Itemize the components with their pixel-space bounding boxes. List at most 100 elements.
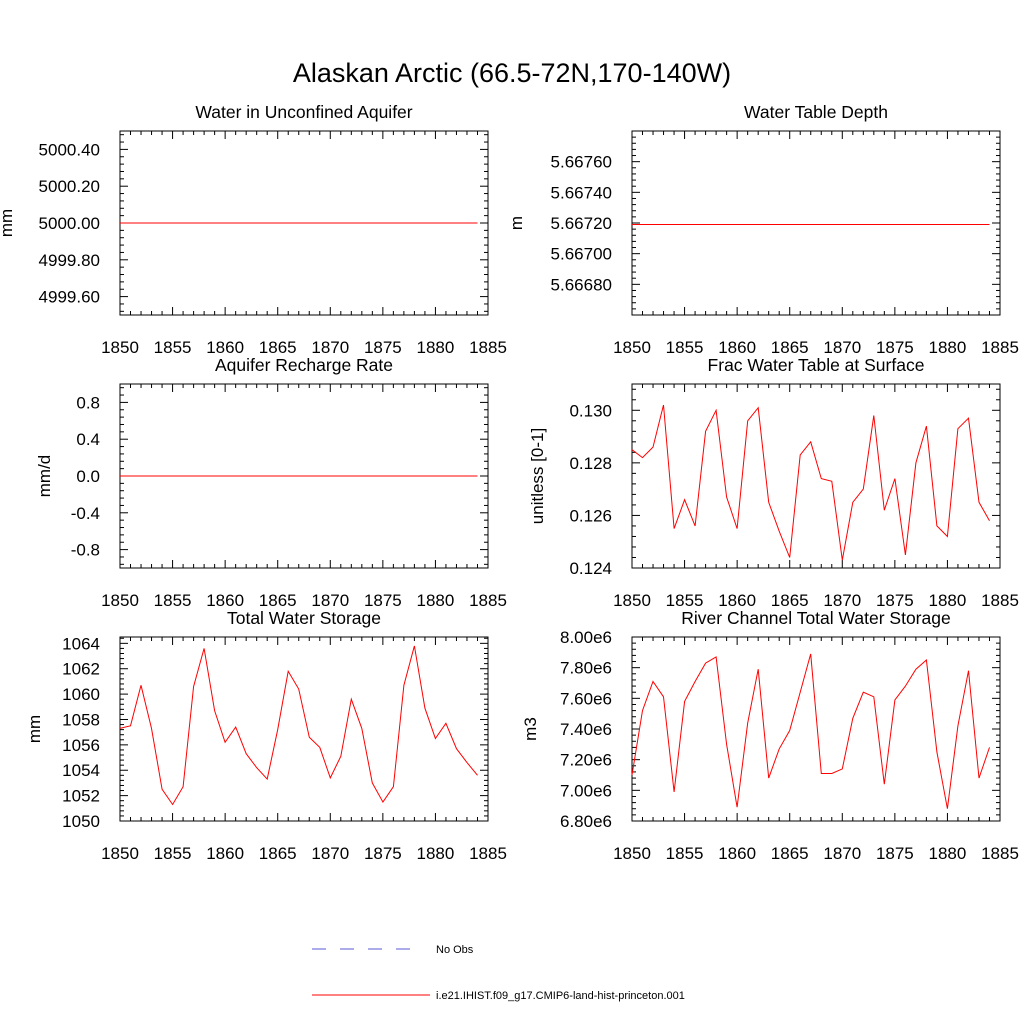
panel-title: River Channel Total Water Storage — [681, 608, 950, 628]
figure-title: Alaskan Arctic (66.5-72N,170-140W) — [293, 58, 731, 88]
x-tick-label: 1870 — [823, 338, 861, 357]
x-tick-label: 1880 — [929, 591, 967, 610]
x-tick-label: 1875 — [364, 591, 402, 610]
x-tick-label: 1885 — [469, 844, 507, 863]
y-tick-label: 0.0 — [76, 467, 100, 486]
x-tick-label: 1865 — [771, 591, 809, 610]
panel-title: Water Table Depth — [744, 102, 888, 122]
chart-panel-1: Water in Unconfined Aquifer mm 1850 1855 186… — [0, 102, 507, 357]
x-tick-label: 1850 — [613, 844, 651, 863]
x-tick-label: 1875 — [364, 844, 402, 863]
x-tick-label: 1880 — [929, 338, 967, 357]
x-tick-label: 1870 — [823, 591, 861, 610]
y-tick-label: -0.4 — [71, 504, 100, 523]
panel-title: Total Water Storage — [227, 608, 381, 628]
y-tick-label: 0.4 — [76, 430, 100, 449]
series-line — [119, 645, 478, 806]
x-tick-label: 1880 — [417, 844, 455, 863]
y-tick-label: 1064 — [62, 634, 100, 653]
x-tick-label: 1875 — [876, 591, 914, 610]
y-tick-label: 0.130 — [569, 401, 612, 420]
x-tick-label: 1885 — [981, 591, 1019, 610]
x-tick-label: 1885 — [981, 844, 1019, 863]
plot-frame — [631, 130, 1001, 316]
panel-title: Frac Water Table at Surface — [708, 355, 925, 375]
x-tick-label: 1880 — [417, 338, 455, 357]
y-tick-label: 1056 — [62, 736, 100, 755]
x-tick-label: 1875 — [364, 338, 402, 357]
legend-label-no-obs: No Obs — [436, 944, 474, 956]
x-tick-label: 1865 — [259, 591, 297, 610]
y-tick-label: 7.80e6 — [560, 659, 612, 678]
series-line — [631, 404, 990, 561]
y-tick-label: 1060 — [62, 685, 100, 704]
x-tick-label: 1865 — [771, 844, 809, 863]
x-tick-label: 1870 — [311, 591, 349, 610]
y-tick-label: 7.40e6 — [560, 720, 612, 739]
y-tick-label: 4999.80 — [39, 251, 100, 270]
y-tick-label: 6.80e6 — [560, 812, 612, 831]
x-tick-label: 1855 — [154, 844, 192, 863]
legend-label-model: i.e21.IHIST.f09_g17.CMIP6-land-hist-prin… — [436, 990, 685, 1002]
y-tick-label: 1050 — [62, 812, 100, 831]
y-tick-label: -0.8 — [71, 541, 100, 560]
x-tick-label: 1860 — [718, 338, 756, 357]
x-tick-label: 1855 — [666, 844, 704, 863]
y-axis-label: m3 — [521, 717, 540, 741]
x-tick-label: 1870 — [311, 338, 349, 357]
x-tick-label: 1855 — [666, 338, 704, 357]
y-tick-label: 8.00e6 — [560, 628, 612, 647]
y-tick-label: 1054 — [62, 761, 100, 780]
y-tick-label: 5.66740 — [551, 183, 612, 202]
x-tick-label: 1885 — [469, 338, 507, 357]
x-tick-label: 1875 — [876, 844, 914, 863]
y-tick-label: 5000.20 — [39, 177, 100, 196]
x-tick-label: 1850 — [613, 338, 651, 357]
chart-panel-2: Water Table Depth m 1850 1855 1860 1865 1870 18… — [507, 102, 1019, 357]
x-tick-label: 1870 — [311, 844, 349, 863]
y-tick-label: 7.00e6 — [560, 781, 612, 800]
y-tick-label: 0.124 — [569, 559, 612, 578]
y-tick-label: 1052 — [62, 787, 100, 806]
chart-panel-6: River Channel Total Water Storage m3 1850 1… — [521, 608, 1019, 863]
y-tick-label: 7.60e6 — [560, 689, 612, 708]
x-tick-label: 1855 — [666, 591, 704, 610]
plot-frame — [119, 636, 489, 822]
x-tick-label: 1865 — [259, 844, 297, 863]
y-axis-label: mm — [0, 209, 16, 237]
y-axis-label: mm/d — [35, 455, 54, 498]
legend: No Obs i.e21.IHIST.f09_g17.CMIP6-land-hi… — [312, 944, 685, 1002]
x-tick-label: 1850 — [101, 338, 139, 357]
x-tick-label: 1885 — [469, 591, 507, 610]
x-tick-label: 1860 — [206, 591, 244, 610]
y-tick-label: 4999.60 — [39, 288, 100, 307]
chart-panel-3: Aquifer Recharge Rate mm/d 1850 1855 1860 186… — [35, 355, 507, 610]
y-axis-label: mm — [25, 715, 44, 743]
y-tick-label: 0.126 — [569, 506, 612, 525]
y-tick-label: 5.66720 — [551, 214, 612, 233]
y-tick-label: 0.8 — [76, 393, 100, 412]
y-tick-label: 5.66680 — [551, 275, 612, 294]
y-axis-label: m — [507, 216, 526, 230]
y-axis-label: unitless [0-1] — [528, 428, 547, 524]
x-tick-label: 1860 — [718, 844, 756, 863]
chart-panel-5: Total Water Storage mm 1850 1855 1860 1865 187… — [25, 608, 507, 863]
x-tick-label: 1860 — [206, 844, 244, 863]
x-tick-label: 1850 — [101, 844, 139, 863]
y-tick-label: 7.20e6 — [560, 751, 612, 770]
x-tick-label: 1860 — [718, 591, 756, 610]
plot-frame — [631, 383, 1001, 569]
x-tick-label: 1855 — [154, 591, 192, 610]
y-tick-label: 5000.40 — [39, 140, 100, 159]
panel-grid: Water in Unconfined Aquifer mm 1850 1855 186… — [0, 102, 1019, 863]
y-tick-label: 0.128 — [569, 454, 612, 473]
panel-title: Water in Unconfined Aquifer — [195, 102, 412, 122]
x-tick-label: 1850 — [613, 591, 651, 610]
panel-title: Aquifer Recharge Rate — [215, 355, 393, 375]
x-tick-label: 1865 — [771, 338, 809, 357]
y-tick-label: 5.66700 — [551, 245, 612, 264]
x-tick-label: 1870 — [823, 844, 861, 863]
y-tick-label: 1062 — [62, 660, 100, 679]
x-tick-label: 1860 — [206, 338, 244, 357]
